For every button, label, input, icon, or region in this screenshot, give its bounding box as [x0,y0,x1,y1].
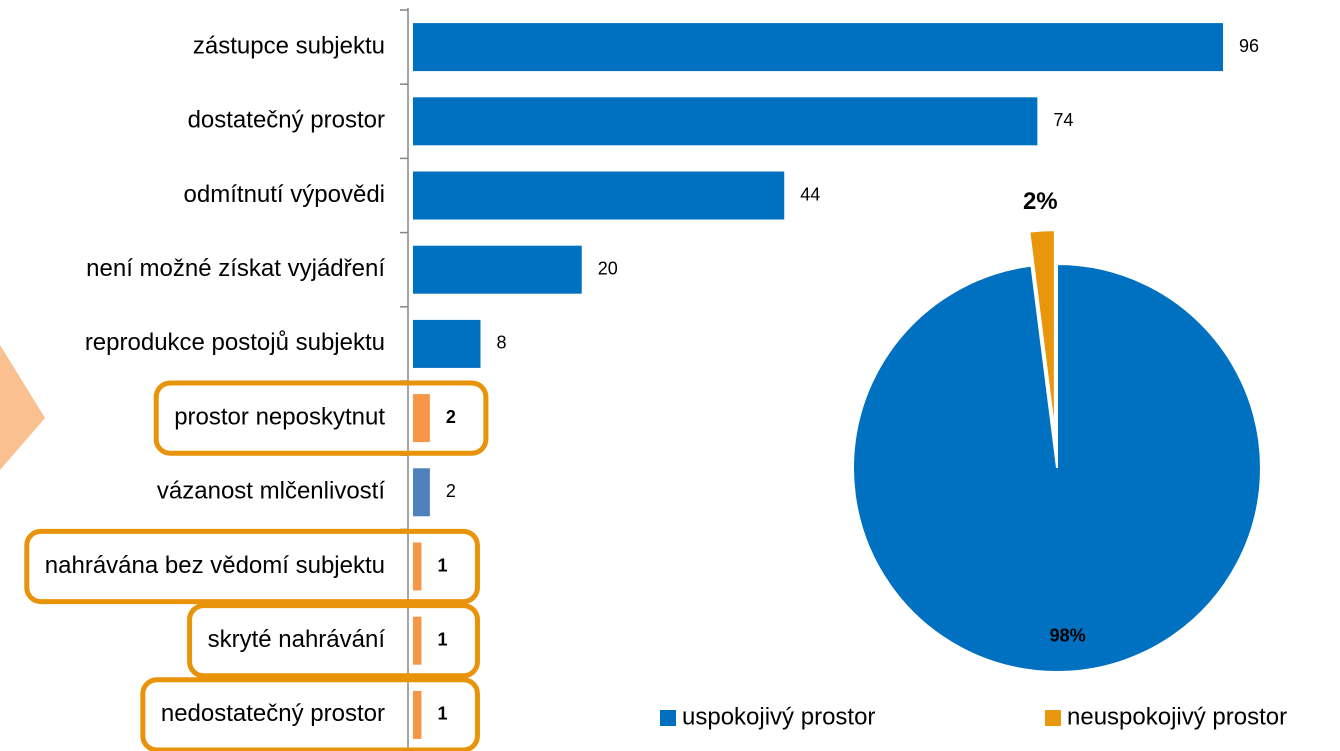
highlight-box [187,603,480,679]
bar [413,23,1223,72]
value-label: 1 [437,629,447,649]
category-label: vázanost mlčenlivostí [157,478,385,505]
highlight-box [140,677,480,751]
bar [413,690,422,739]
pie-label: 98% [1050,626,1086,646]
value-label: 8 [497,333,507,353]
highlight-box [24,528,480,605]
legend-label: neuspokojivý prostor [1067,703,1287,730]
category-label: nahrávána bez vědomí subjektu [45,552,385,579]
category-label: odmítnutí výpovědi [184,181,385,208]
bar [413,97,1038,146]
pie-slice [1028,229,1056,435]
value-label: 96 [1239,36,1259,56]
legend-swatch [1045,710,1061,726]
legend-label: uspokojivý prostor [682,703,875,730]
category-label: dostatečný prostor [188,107,385,134]
arrow-shape [0,345,45,470]
highlight-box [153,380,489,456]
value-label: 1 [437,555,447,575]
pie-label: 2% [1023,188,1058,215]
pie-slice [852,262,1263,673]
category-label: nedostatečný prostor [161,700,385,727]
value-label: 20 [598,258,618,278]
bar [413,171,785,220]
bar [413,245,582,294]
value-label: 2 [446,407,456,427]
value-label: 1 [437,704,447,724]
bar [413,616,422,665]
bar [413,319,481,368]
bar [413,542,422,591]
category-label: prostor neposkytnut [174,403,385,430]
bar [413,394,430,443]
category-label: skryté nahrávání [208,626,386,653]
category-label: reprodukce postojů subjektu [85,329,385,356]
value-label: 2 [446,481,456,501]
category-label: není možné získat vyjádření [86,255,385,282]
value-label: 44 [800,184,820,204]
legend-swatch [660,710,676,726]
value-label: 74 [1053,110,1073,130]
category-label: zástupce subjektu [193,32,385,59]
bar [413,468,430,517]
